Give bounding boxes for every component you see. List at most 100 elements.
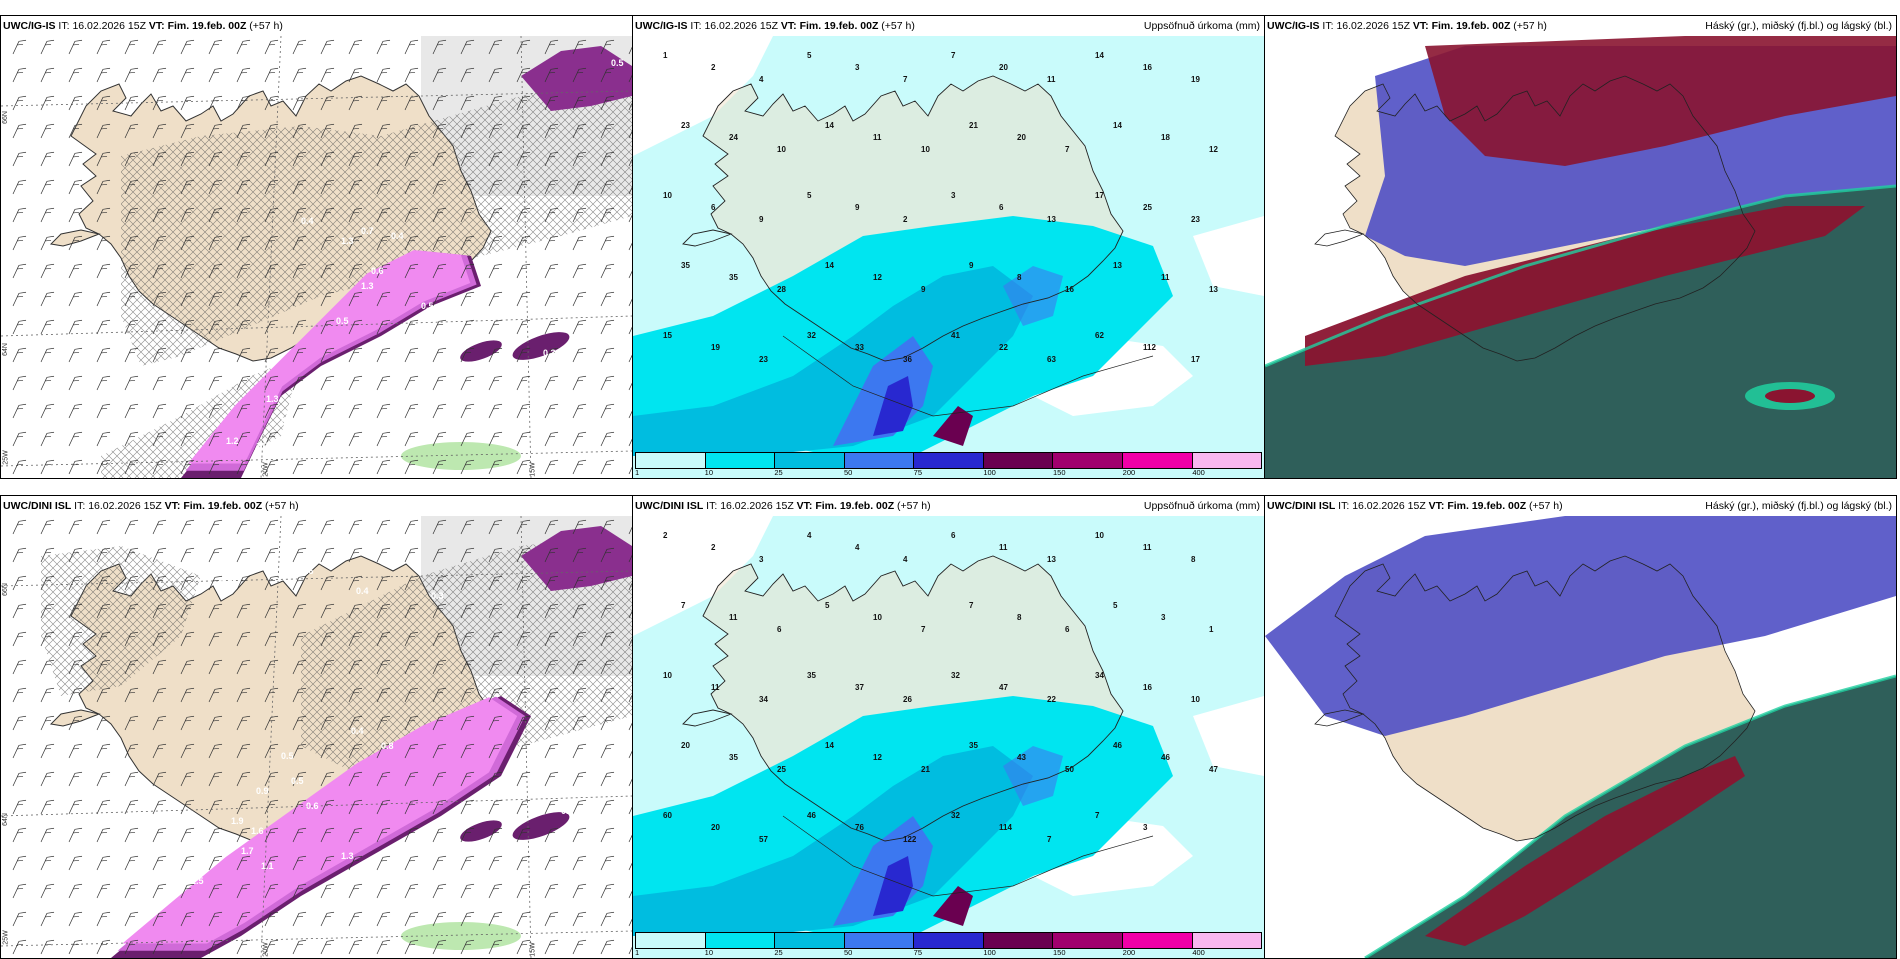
wind-barb	[292, 431, 307, 447]
wind-barb	[376, 151, 391, 167]
wind-barb	[68, 603, 83, 619]
wind-barb	[404, 291, 419, 307]
wind-barb	[96, 547, 111, 563]
wind-barb	[12, 319, 27, 335]
wind-barb	[628, 521, 632, 535]
wind-barb	[460, 207, 475, 223]
wind-barb	[516, 291, 531, 307]
precip-value-label: 3	[855, 63, 860, 72]
wind-barb	[432, 827, 447, 843]
wind-barb	[544, 603, 559, 619]
wind-barb	[460, 883, 475, 899]
wind-barb	[348, 631, 363, 647]
wind-barb	[40, 575, 55, 591]
wind-barb	[600, 827, 615, 843]
wind-barb	[236, 911, 251, 927]
wind-barb	[180, 827, 195, 843]
wind-barb	[404, 799, 419, 815]
wind-barb	[376, 67, 391, 83]
wind-barb	[404, 235, 419, 251]
wind-barb	[264, 827, 279, 843]
wind-barb	[124, 347, 139, 363]
wind-barb	[600, 375, 615, 391]
wind-barb	[96, 827, 111, 843]
wind-barb	[208, 123, 223, 139]
wind-barb	[488, 39, 503, 55]
cloud-field-svg	[1265, 516, 1896, 958]
panel-cloud-dini: UWC/DINI ISL IT: 16.02.2026 15Z VT: Fim.…	[1264, 495, 1897, 959]
colorbar-tick: 50	[844, 948, 853, 957]
wind-barb	[264, 883, 279, 899]
wind-barb	[264, 431, 279, 447]
precip-value-label: 34	[1095, 671, 1104, 680]
colorbar-swatch	[1053, 933, 1123, 948]
precip-value-label: 20	[681, 741, 690, 750]
wind-barb	[40, 603, 55, 619]
wind-barb	[12, 631, 27, 647]
precip-value-label: 7	[1095, 811, 1100, 820]
wind-barb	[96, 291, 111, 307]
wind-barb	[264, 263, 279, 279]
wind-barb	[628, 349, 632, 363]
wind-barb	[516, 235, 531, 251]
colorbar-tick: 50	[844, 468, 853, 477]
wind-barb	[12, 771, 27, 787]
precip-label: 1.9	[231, 816, 244, 826]
wind-barb	[236, 799, 251, 815]
wind-barb	[376, 39, 391, 55]
wind-barb	[376, 291, 391, 307]
wind-barb	[572, 263, 587, 279]
wind-barb	[460, 431, 475, 447]
wind-barb	[96, 883, 111, 899]
colorbar-swatches	[635, 452, 1262, 469]
precip-value-label: 3	[1161, 613, 1166, 622]
wind-barb	[572, 151, 587, 167]
colorbar-swatch	[983, 453, 1054, 468]
wind-barb	[488, 67, 503, 83]
wind-barb	[236, 403, 251, 419]
wind-barb	[376, 207, 391, 223]
wind-barb	[152, 715, 167, 731]
wind-barb	[404, 715, 419, 731]
wind-barb	[432, 659, 447, 675]
wind-barb	[236, 547, 251, 563]
wind-barb	[544, 179, 559, 195]
precip-value-label: 1	[663, 51, 668, 60]
wind-barb	[152, 687, 167, 703]
wind-barb	[12, 743, 27, 759]
precip-label: 0.8	[381, 741, 394, 751]
colorbar-swatch	[844, 453, 915, 468]
wind-barb	[572, 659, 587, 675]
wind-barb	[236, 347, 251, 363]
precip-value-label: 5	[1113, 601, 1118, 610]
wind-barb	[236, 151, 251, 167]
wind-barb	[460, 179, 475, 195]
wind-barb	[516, 375, 531, 391]
lat-label: 66N	[1, 111, 9, 124]
wind-barb	[68, 375, 83, 391]
wind-barb	[236, 263, 251, 279]
wind-barb	[376, 179, 391, 195]
wind-barb	[488, 263, 503, 279]
wind-barb	[488, 743, 503, 759]
wind-barb	[544, 291, 559, 307]
wind-barb	[600, 575, 615, 591]
wind-barb	[152, 431, 167, 447]
wind-barb	[320, 575, 335, 591]
wind-barb	[40, 319, 55, 335]
wind-barb	[320, 519, 335, 535]
colorbar-swatch	[775, 933, 845, 948]
precip-value-label: 62	[1095, 331, 1104, 340]
colorbar-swatch	[1053, 453, 1123, 468]
wind-barb	[124, 39, 139, 55]
cloud-field-svg	[1265, 36, 1896, 478]
wind-barb	[348, 67, 363, 83]
wind-barb	[292, 235, 307, 251]
wind-barb	[40, 151, 55, 167]
wind-barb	[432, 291, 447, 307]
wind-barb	[348, 519, 363, 535]
wind-barb	[600, 235, 615, 251]
precip-value-label: 20	[999, 63, 1008, 72]
wind-barb	[516, 347, 531, 363]
wind-barb	[152, 855, 167, 871]
